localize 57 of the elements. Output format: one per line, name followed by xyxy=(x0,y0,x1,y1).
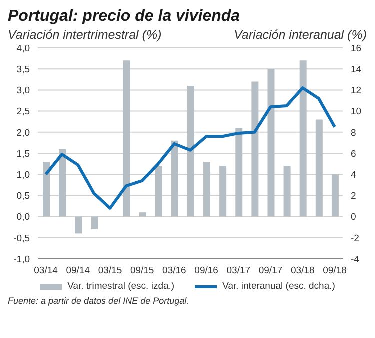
bar xyxy=(236,128,243,217)
y2-tick-label: 0 xyxy=(351,212,356,224)
y2-tick-label: 4 xyxy=(351,170,356,181)
bar xyxy=(171,140,178,217)
y-axis-title: Variación intertrimestral (%) xyxy=(8,28,162,42)
x-tick-label: 09/17 xyxy=(258,266,283,277)
bar xyxy=(268,69,275,217)
bar xyxy=(139,212,146,217)
legend-label: Var. trimestral (esc. izda.) xyxy=(66,281,175,292)
y-tick-label: -0,5 xyxy=(14,233,30,244)
x-tick-label: 03/16 xyxy=(162,266,186,277)
bar xyxy=(204,162,211,217)
x-tick-label: 09/15 xyxy=(130,266,154,277)
bar xyxy=(300,60,307,217)
bar xyxy=(220,166,227,217)
y2-tick-label: -4 xyxy=(351,254,360,266)
y-tick-label: 3,5 xyxy=(16,64,30,76)
y-tick-label: 1,0 xyxy=(16,170,30,181)
y-tick-label: 0,5 xyxy=(16,191,30,202)
x-tick-label: 03/18 xyxy=(290,266,315,277)
y2-tick-label: -2 xyxy=(351,233,360,244)
chart-title: Portugal: precio de la vivienda xyxy=(8,8,242,26)
y2-tick-label: 2 xyxy=(351,191,356,202)
x-tick-label: 09/14 xyxy=(66,266,90,277)
bar xyxy=(155,166,162,217)
y2-tick-label: 16 xyxy=(351,43,362,54)
y-tick-label: 1,5 xyxy=(16,148,30,160)
bar xyxy=(316,120,323,217)
bar xyxy=(123,60,130,217)
source-note: Fuente: a partir de datos del INE de Portugal. xyxy=(8,296,190,306)
bar xyxy=(187,86,194,217)
y-tick-label: 0,0 xyxy=(16,212,30,224)
y2-tick-label: 10 xyxy=(351,106,362,118)
legend-label: Var. interanual (esc. dcha.) xyxy=(222,281,336,292)
y-tick-label: 4,0 xyxy=(16,43,30,54)
bar xyxy=(43,162,50,217)
bar xyxy=(252,82,259,217)
bar xyxy=(332,174,339,217)
y-tick-label: 3,0 xyxy=(16,86,30,97)
y2-tick-label: 6 xyxy=(351,148,356,160)
bar xyxy=(75,216,82,234)
y2-tick-label: 8 xyxy=(351,128,356,139)
x-tick-label: 09/18 xyxy=(323,266,347,277)
line-series xyxy=(44,86,336,210)
x-tick-label: 03/15 xyxy=(98,266,122,277)
y2-axis-title: Variación interanual (%) xyxy=(234,28,367,42)
y-tick-label: 2,0 xyxy=(16,128,30,139)
bar xyxy=(284,166,291,217)
bar xyxy=(59,149,66,217)
x-tick-label: 09/16 xyxy=(194,266,218,277)
y2-tick-label: 14 xyxy=(351,64,362,76)
y2-tick-label: 12 xyxy=(351,86,362,97)
x-tick-label: 03/14 xyxy=(34,266,58,277)
y-tick-label: 2,5 xyxy=(16,106,30,118)
y-tick-label: -1,0 xyxy=(14,254,30,266)
bar xyxy=(91,216,98,230)
x-tick-label: 03/17 xyxy=(226,266,251,277)
